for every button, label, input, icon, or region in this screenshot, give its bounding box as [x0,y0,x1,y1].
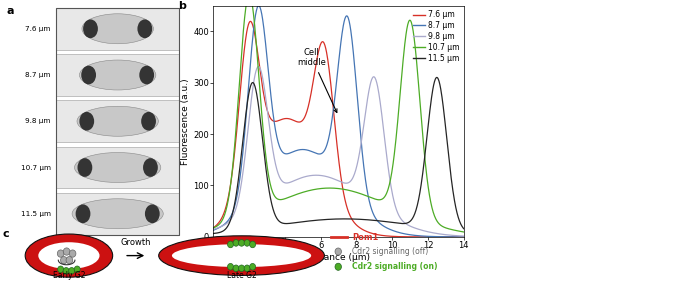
X-axis label: Distance (μm): Distance (μm) [307,253,370,262]
Ellipse shape [139,66,154,84]
Circle shape [238,265,244,272]
Text: 11.5 μm: 11.5 μm [21,211,51,217]
Circle shape [69,250,76,257]
Ellipse shape [72,199,163,229]
Ellipse shape [83,19,98,38]
Circle shape [63,268,69,274]
Text: Pom1–GFP: Pom1–GFP [92,0,139,1]
Text: a: a [7,6,14,16]
Circle shape [233,240,239,246]
Y-axis label: Fluorescence (a.u.): Fluorescence (a.u.) [181,78,190,165]
Ellipse shape [79,60,156,90]
Ellipse shape [143,158,158,177]
Ellipse shape [158,236,324,276]
Circle shape [227,263,234,270]
Text: 10.7 μm: 10.7 μm [21,164,51,171]
Text: Cdr2 signalling (on): Cdr2 signalling (on) [352,262,437,271]
Text: Cdr2 signalling (off): Cdr2 signalling (off) [352,247,429,256]
Circle shape [244,240,250,246]
Circle shape [238,240,244,246]
Text: 9.8 μm: 9.8 μm [26,118,51,124]
Circle shape [58,266,64,273]
Text: Pom1: Pom1 [352,233,378,242]
Ellipse shape [79,112,94,131]
Ellipse shape [76,204,91,223]
Ellipse shape [74,153,161,182]
Bar [56,8,179,235]
Text: 7.6 μm: 7.6 μm [26,26,51,32]
Ellipse shape [77,158,92,177]
Circle shape [68,268,74,274]
Ellipse shape [137,19,152,38]
Circle shape [335,263,341,270]
Text: Late G2: Late G2 [227,271,257,280]
Circle shape [74,266,80,273]
Bar [56,193,179,235]
Text: Early G2: Early G2 [53,271,85,280]
Circle shape [64,248,70,255]
Circle shape [227,241,234,248]
Ellipse shape [82,14,154,44]
Circle shape [250,241,256,248]
Ellipse shape [39,242,100,269]
Circle shape [66,257,72,264]
Bar [56,147,179,188]
Circle shape [60,257,67,264]
Text: Cell
middle: Cell middle [297,48,337,113]
Ellipse shape [172,244,311,267]
Text: 8.7 μm: 8.7 μm [26,72,51,78]
Text: Growth: Growth [121,239,151,247]
Bar [56,8,179,50]
Circle shape [335,248,341,255]
Circle shape [250,263,256,270]
Circle shape [58,250,64,257]
Circle shape [233,265,239,272]
Legend: 7.6 μm, 8.7 μm, 9.8 μm, 10.7 μm, 11.5 μm: 7.6 μm, 8.7 μm, 9.8 μm, 10.7 μm, 11.5 μm [410,7,462,66]
Bar [56,54,179,96]
Text: b: b [178,1,186,11]
Ellipse shape [81,66,96,84]
Ellipse shape [145,204,160,223]
Ellipse shape [25,234,112,277]
Bar [56,100,179,142]
Ellipse shape [77,106,158,136]
Ellipse shape [141,112,156,131]
Text: c: c [2,229,9,239]
Circle shape [244,265,250,272]
